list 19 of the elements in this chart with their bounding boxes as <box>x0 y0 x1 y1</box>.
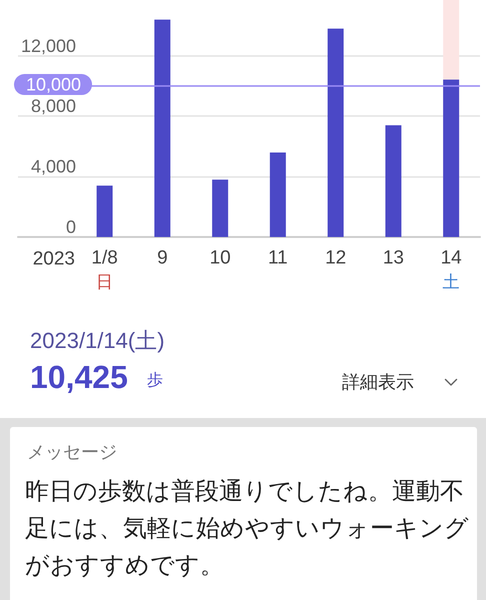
x-tick-label: 1/8 日 <box>91 248 118 292</box>
text: メッセージ <box>27 441 117 464</box>
ref-line-label: 10,000 <box>26 74 82 95</box>
x-tick-label: 12 <box>325 248 346 268</box>
text: 2023/1/14(土) <box>30 328 165 353</box>
text: 歩 <box>147 371 163 391</box>
text: 昨日の歩数は普段通りでしたね。運動不足には、気軽に始めやすいウォーキングがおすすめです。 <box>25 477 470 581</box>
x-tick-label: 11 <box>268 248 288 268</box>
text: 詳細表示 <box>342 371 414 394</box>
y-tick-label: 0 <box>66 217 76 237</box>
y-tick-label: 8,000 <box>30 96 76 116</box>
x-axis-title: 2023 <box>32 248 75 270</box>
x-tick-label: 14 土 <box>440 248 462 292</box>
x-tick-label: 10 <box>210 248 231 268</box>
text: 10,425 <box>30 358 128 396</box>
y-tick-label: 12,000 <box>20 36 76 56</box>
y-tick-label: 4,000 <box>30 156 76 177</box>
x-tick-label: 9 <box>157 248 168 268</box>
x-tick-label: 13 <box>382 248 404 268</box>
